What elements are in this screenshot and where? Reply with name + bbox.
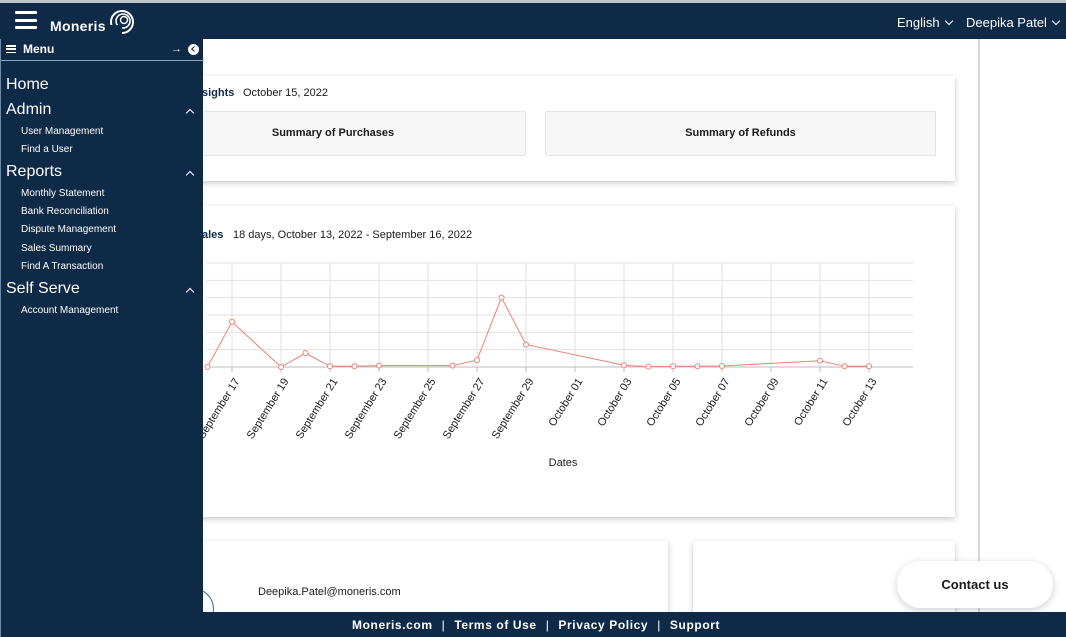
insights-date: October 15, 2022 — [243, 87, 329, 99]
language-label: English — [897, 15, 940, 30]
footer-separator: | — [657, 618, 661, 632]
sidebar-item-home[interactable]: Home — [6, 76, 49, 93]
collapse-menu-icon[interactable] — [188, 44, 199, 55]
moneris-logo[interactable]: Moneris — [50, 8, 138, 36]
hamburger-menu-icon[interactable] — [15, 11, 37, 29]
footer-links: Moneris.com | Terms of Use | Privacy Policy |… — [352, 618, 720, 632]
footer-link-support[interactable]: Support — [669, 618, 721, 632]
sales-date-range: 18 days, October 13, 2022 - September 16… — [233, 229, 473, 241]
sidebar-item-sales-summary[interactable]: Sales Summary — [21, 243, 92, 254]
sidebar-item-bank-reconciliation[interactable]: Bank Reconciliation — [21, 206, 109, 217]
language-selector[interactable]: English — [897, 15, 953, 30]
sidebar-item-find-a-transaction[interactable]: Find A Transaction — [21, 261, 104, 272]
sales-title: ales — [202, 229, 224, 241]
contact-us-button[interactable]: Contact us — [897, 561, 1053, 608]
user-name: Deepika Patel — [966, 15, 1047, 30]
footer-link-moneris[interactable]: Moneris.com — [352, 618, 433, 632]
sidebar-section-reports[interactable]: Reports — [6, 163, 63, 180]
menu-header: Menu → — [1, 39, 204, 61]
sidebar-section-admin[interactable]: Admin — [6, 101, 52, 118]
sidebar-item-user-management[interactable]: User Management — [21, 126, 104, 137]
side-menu: Menu → Home Admin User Management Find a… — [0, 39, 204, 637]
footer-link-privacy[interactable]: Privacy Policy — [558, 618, 649, 632]
chevron-down-icon — [944, 16, 953, 26]
chevron-down-icon — [1051, 16, 1061, 26]
sidebar-item-account-management[interactable]: Account Management — [21, 305, 119, 316]
sidebar-item-find-a-user[interactable]: Find a User — [21, 144, 73, 155]
footer-separator: | — [545, 618, 550, 632]
brand-name: Moneris — [50, 18, 106, 34]
profile-card — [140, 541, 668, 621]
pin-icon[interactable]: → — [171, 43, 182, 55]
user-menu[interactable]: Deepika Patel — [966, 15, 1061, 30]
sidebar-item-dispute-management[interactable]: Dispute Management — [21, 224, 117, 235]
sidebar-section-self-serve[interactable]: Self Serve — [6, 280, 80, 297]
insights-title: sights — [202, 87, 235, 99]
chevron-up-icon[interactable] — [185, 170, 195, 180]
sales-card — [140, 206, 955, 517]
summary-of-refunds-button[interactable]: Summary of Refunds — [545, 111, 936, 156]
footer-separator: | — [441, 618, 446, 632]
chevron-up-icon[interactable] — [185, 287, 195, 297]
top-bar: Moneris English Deepika Patel — [0, 0, 1066, 39]
summary-of-purchases-button[interactable]: Summary of Purchases — [140, 111, 526, 156]
sidebar-item-monthly-statement[interactable]: Monthly Statement — [21, 188, 105, 199]
chevron-up-icon[interactable] — [185, 108, 195, 118]
moneris-swirl-icon — [109, 10, 134, 35]
menu-list-icon — [6, 45, 16, 53]
menu-title: Menu — [23, 42, 55, 56]
profile-email: Deepika.Patel@moneris.com — [258, 586, 401, 598]
footer-link-terms[interactable]: Terms of Use — [454, 618, 537, 632]
